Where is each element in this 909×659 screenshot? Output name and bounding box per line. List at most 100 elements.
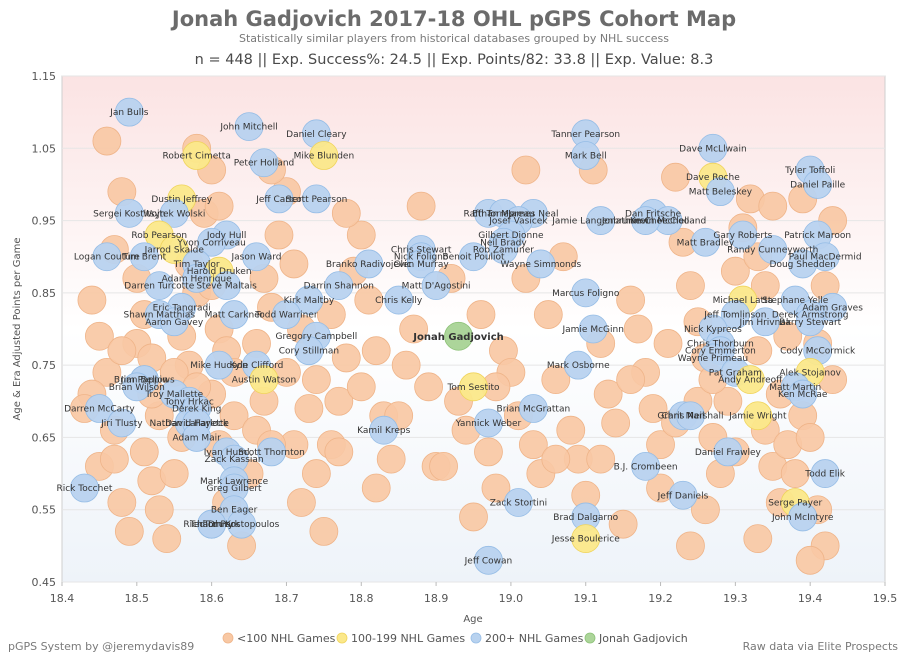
point-label-matt-d-agostini: Matt D'Agostini	[402, 282, 471, 292]
cohort-point-john-mitchell	[234, 112, 264, 141]
point-label-serge-payer: Serge Payer	[768, 498, 822, 508]
point-label-dave-mcllwain: Dave McLlwain	[679, 144, 746, 154]
cohort-point-under100	[646, 430, 675, 460]
point-label-logan-couture: Logan Couture	[74, 253, 140, 263]
cohort-point-peter-holland	[249, 148, 279, 178]
cohort-point-under100	[795, 423, 825, 452]
cohort-point-under100	[294, 394, 324, 423]
y-tick-label: 0.85	[32, 287, 57, 300]
point-label-tyler-toffoli: Tyler Toffoli	[784, 166, 835, 176]
cohort-point-darrin-shannon	[324, 271, 354, 301]
point-label-jeff-daniels: Jeff Daniels	[657, 491, 709, 501]
cohort-point-under100	[324, 386, 354, 416]
cohort-point-logan-couture	[92, 242, 122, 272]
point-label-cory-stillman: Cory Stillman	[279, 347, 339, 357]
footer-credit: pGPS System by @jeremydavis89	[8, 640, 194, 653]
point-label-gary-roberts: Gary Roberts	[713, 231, 772, 241]
point-label-tim-taylor: Tim Taylor	[173, 260, 220, 270]
cohort-point-under100	[661, 162, 690, 192]
cohort-point-jan-bulls	[114, 97, 144, 127]
cohort-point-under100	[264, 220, 294, 250]
cohort-point-darren-turcotte	[144, 271, 174, 301]
cohort-point-john-mcintyre	[788, 502, 818, 532]
cohort-point-under100	[354, 285, 384, 315]
cohort-point-mark-bell	[571, 141, 601, 170]
cohort-point-gary-roberts	[728, 220, 758, 250]
point-label-randy-cunneyworth: Randy Cunneyworth	[727, 245, 818, 255]
point-label-daniel-paille: Daniel Paille	[790, 180, 846, 190]
point-label-austin-watson: Austin Watson	[232, 376, 296, 386]
cohort-point-under100	[219, 401, 249, 431]
point-label-brian-mcgrattan: Brian McGrattan	[497, 405, 571, 415]
cohort-point-jiri-tlusty	[107, 408, 137, 438]
point-label-cory-emmerton: Cory Emmerton	[685, 347, 756, 357]
cohort-point-under100	[608, 509, 638, 539]
point-label-shawn-matthias: Shawn Matthias	[123, 311, 195, 321]
cohort-point-under100	[780, 459, 810, 488]
cohort-point-ted-drury	[197, 509, 227, 539]
cohort-point-under100	[85, 321, 114, 351]
legend-swatch-g100_199	[336, 632, 348, 644]
cohort-point-yannick-weber	[474, 408, 503, 438]
point-label-richard-park: Richard Park	[183, 520, 240, 530]
cohort-point-adam-henrique	[182, 263, 212, 293]
point-label-stephane-yelle: Stephane Yelle	[762, 296, 829, 306]
cohort-point-aaron-gavey	[159, 307, 189, 337]
point-label-gregory-campbell: Gregory Campbell	[276, 332, 358, 342]
point-label-mike-hudson: Mike Hudson	[190, 361, 248, 371]
point-label-tony-hrkac: Tony Hrkac	[164, 397, 214, 407]
point-label-marcus-foligno: Marcus Foligno	[552, 289, 620, 299]
point-label-david-harlock: David Harlock	[165, 419, 229, 429]
point-label-b-j-crombeen: B.J. Crombeen	[614, 462, 678, 472]
cohort-point-jeff-tomlinson	[720, 300, 750, 329]
cohort-point-under100	[309, 517, 339, 546]
cohort-point-zack-stortini	[503, 488, 533, 517]
cohort-point-under100	[743, 524, 773, 554]
cohort-point-under100	[616, 285, 646, 315]
cohort-point-under100	[518, 430, 548, 460]
cohort-point-under100	[301, 459, 331, 488]
point-label-chris-thorburn: Chris Thorburn	[687, 339, 754, 349]
target-label: Jonah Gadjovich	[412, 332, 503, 343]
cohort-point-sergei-kostitsyn	[114, 198, 144, 228]
point-label-tom-kostopoulos: Tom Kostopoulos	[203, 520, 280, 530]
cohort-point-under100	[481, 473, 511, 503]
point-label-darren-turcotte: Darren Turcotte	[124, 282, 194, 292]
cohort-point-kamil-kreps	[369, 415, 399, 445]
cohort-point-under100	[152, 524, 182, 554]
point-label-adam-mair: Adam Mair	[173, 433, 222, 443]
point-label-dave-roche: Dave Roche	[686, 173, 740, 183]
cohort-point-mike-hudson	[204, 350, 234, 380]
cohort-point-under100	[391, 350, 421, 380]
cohort-point-under100	[129, 437, 159, 467]
x-axis-label: Age	[463, 614, 482, 625]
point-label-mark-bell: Mark Bell	[565, 152, 607, 162]
footer-source: Raw data via Elite Prospects	[743, 640, 899, 653]
point-label-kevin-mcclelland: Kevin McClelland	[630, 217, 706, 227]
cohort-point-under100	[459, 502, 488, 532]
cohort-point-mike-blunden	[309, 141, 339, 170]
cohort-point-under100	[279, 249, 309, 279]
point-label-ben-eager: Ben Eager	[211, 506, 258, 516]
cohort-point-under100	[301, 365, 331, 395]
y-tick-label: 1.15	[32, 70, 57, 83]
point-label-james-neal: James Neal	[507, 209, 558, 219]
point-label-jamie-langenbrunner: Jamie Langenbrunner	[551, 217, 649, 227]
y-tick-label: 0.45	[32, 576, 57, 589]
point-label-adam-graves: Adam Graves	[802, 303, 863, 313]
point-label-doug-shedden: Doug Shedden	[770, 260, 836, 270]
legend-label-under100: <100 NHL Games	[237, 632, 336, 645]
point-label-troy-mallette: Troy Mallette	[144, 390, 203, 400]
x-tick-label: 18.7	[274, 592, 299, 605]
y-tick-label: 0.55	[32, 504, 57, 517]
stats-line: n = 448 || Exp. Success%: 24.5 || Exp. P…	[195, 52, 714, 68]
cohort-point-todd-elik	[810, 459, 840, 488]
point-label-raffi-torres: Raffi Torres	[464, 209, 514, 219]
cohort-point-benoit-pouliot	[459, 242, 488, 272]
point-label-derek-armstrong: Derek Armstrong	[772, 311, 849, 321]
point-label-gilbert-dionne: Gilbert Dionne	[478, 231, 544, 241]
cohort-point-tom-kostopoulos	[227, 509, 256, 539]
cohort-point-adam-mair	[182, 423, 212, 452]
point-label-glen-murray: Glen Murray	[394, 260, 450, 270]
cohort-point-brian-mcgrattan	[518, 394, 548, 423]
